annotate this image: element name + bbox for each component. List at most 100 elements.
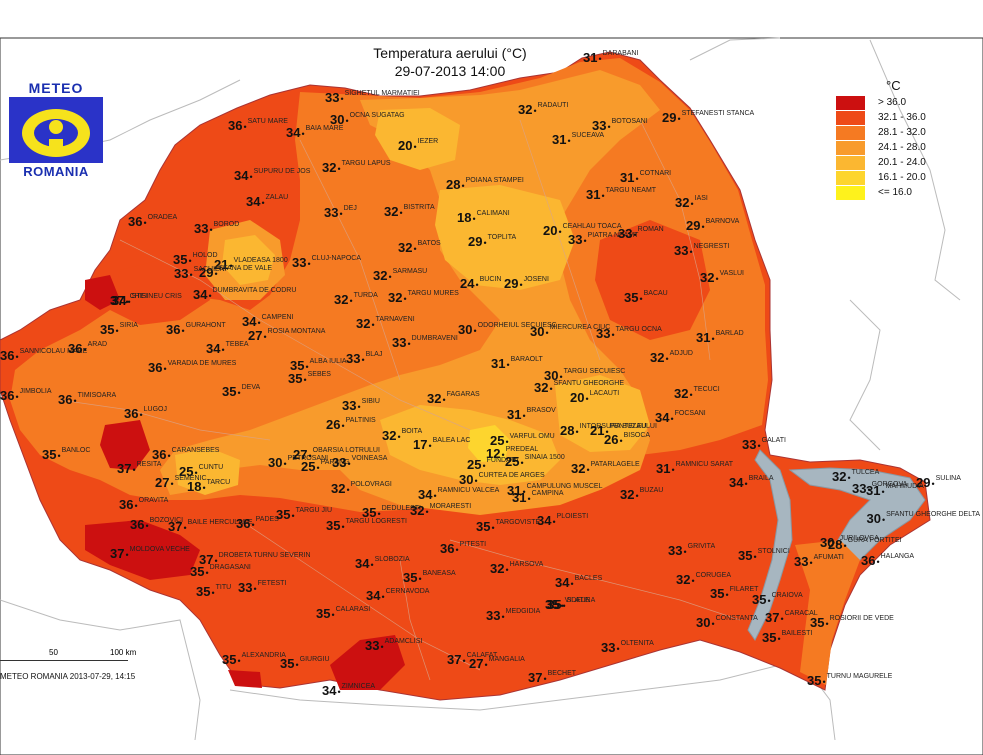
station-value: 18 <box>457 210 472 225</box>
station-dot: • <box>616 644 620 654</box>
station-dot: • <box>134 501 138 511</box>
station-name: VIDELE <box>564 597 590 604</box>
station-value: 35 <box>276 507 291 522</box>
station-value: 20 <box>398 138 413 153</box>
station-dot: • <box>83 345 87 355</box>
station-value: 31 <box>866 483 881 498</box>
station-label: 32•ADJUD <box>650 350 693 366</box>
station-dot: • <box>715 274 719 284</box>
station-value: 31 <box>552 132 567 147</box>
station-label: 32•VASLUI <box>700 270 744 286</box>
zone-32-36-east <box>595 220 710 340</box>
station-label: 27•MANGALIA <box>469 656 525 672</box>
station-label: 18•TARCU <box>187 479 230 495</box>
station-name: TARGOVISTE <box>495 519 541 526</box>
station-dot: • <box>585 394 589 404</box>
scale-label-100: 100 km <box>110 648 137 657</box>
station-label: 36•JIMBOLIA <box>0 388 52 404</box>
station-name: VARFUL OMU <box>509 433 555 440</box>
logo-emblem-icon <box>9 97 103 163</box>
station-label: 33•ROMAN <box>618 226 664 242</box>
station-label: 33•AFUMATI <box>794 554 844 570</box>
station-dot: • <box>125 297 129 307</box>
station-name: CALIMANI <box>476 210 510 217</box>
station-value: 33 <box>365 638 380 653</box>
station-dot: • <box>377 509 381 519</box>
station-name: PENTELEU <box>609 423 647 430</box>
station-dot: • <box>583 236 587 246</box>
zone-20-24-tarcu <box>175 448 240 495</box>
station-label: 27•ROSIA MONTANA <box>248 328 325 344</box>
station-value: 28 <box>446 177 461 192</box>
station-name: CAMPINA <box>531 490 564 497</box>
station-label: 35•VIDELE <box>545 597 590 613</box>
station-name: SLATINA <box>566 597 596 604</box>
station-label: 37•CALAFAT <box>447 652 497 668</box>
station-name: RADAUTI <box>537 102 569 109</box>
station-name: CRAIOVA <box>771 592 803 599</box>
station-label: 34•BAIA MARE <box>286 125 343 141</box>
scale-line <box>0 660 128 665</box>
station-dot: • <box>567 136 571 146</box>
station-dot: • <box>418 574 422 584</box>
station-name: CUNTU <box>198 464 224 471</box>
station-value: 35 <box>196 584 211 599</box>
station-label: 31•BRASOV <box>507 407 556 423</box>
station-name: TOPLITA <box>487 234 517 241</box>
station-label: 32•TURDA <box>334 292 378 308</box>
station-label: 36•VARADIA DE MURES <box>148 360 236 376</box>
station-label: 36•HALANGA <box>861 553 914 569</box>
station-dot: • <box>545 328 549 338</box>
station-dot: • <box>380 642 384 652</box>
station-label: 30•CONSTANTA <box>696 615 758 631</box>
station-dot: • <box>711 334 715 344</box>
station-name: PADES <box>255 516 279 523</box>
station-name: GRIVITA <box>687 543 716 550</box>
station-name: BACAU <box>643 290 668 297</box>
station-name: ARAD <box>87 341 108 348</box>
station-label: 35•HOLOD <box>173 252 218 268</box>
station-dot: • <box>115 326 119 336</box>
station-dot: • <box>475 280 479 290</box>
station-name: POIANA STAMPEI <box>465 177 524 184</box>
station-label: 31•COTNARI <box>620 170 671 186</box>
legend-swatch <box>836 126 865 140</box>
station-name: BOROD <box>213 221 240 228</box>
station-name: SIBIU <box>361 398 380 405</box>
station-name: BARLAD <box>715 330 744 337</box>
station-dot: • <box>491 523 495 533</box>
station-label: 34•BACLES <box>555 575 602 591</box>
station-name: FUNDATA <box>486 457 519 464</box>
station-name: BLAJ <box>365 351 383 358</box>
station-name: FETESTI <box>257 580 287 587</box>
station-label: 33•GALATI <box>742 437 786 453</box>
station-name: TARGU OCNA <box>615 326 662 333</box>
credit-text: METEO ROMANIA 2013-07-29, 14:15 <box>0 672 136 681</box>
station-dot: • <box>549 384 553 394</box>
station-value: 33 <box>668 543 683 558</box>
station-label: 30•JURILOVCA <box>820 535 879 551</box>
station-label: 32•SARMASU <box>373 268 427 284</box>
station-dot: • <box>307 259 311 269</box>
station-dot: • <box>505 437 509 447</box>
station-value: 32 <box>700 270 715 285</box>
station-name: OBARSIA LOTRULUI <box>312 447 380 454</box>
station-label: 30•PETROSANI <box>268 455 328 471</box>
station-name: TECUCI <box>693 386 720 393</box>
station-label: 33•FETESTI <box>238 580 286 596</box>
station-name: TARGU JIU <box>295 507 333 514</box>
station-label: 36•SANNICOLAU MARE <box>0 348 87 364</box>
station-value: 18 <box>187 479 202 494</box>
station-value: 27 <box>293 447 308 462</box>
station-value: 12 <box>486 446 501 461</box>
station-name: GIURGIU <box>299 656 330 663</box>
station-name: ROMAN <box>637 226 664 233</box>
station-dot: • <box>543 674 547 684</box>
station-value: 31 <box>620 170 635 185</box>
station-name: BRASOV <box>526 407 556 414</box>
station-name: ADJUD <box>669 350 693 357</box>
station-name: DARABANI <box>602 50 639 57</box>
station-value: 34 <box>193 287 208 302</box>
station-label: 34•ZALAU <box>246 194 288 210</box>
station-label: 32•BATOS <box>398 240 441 256</box>
